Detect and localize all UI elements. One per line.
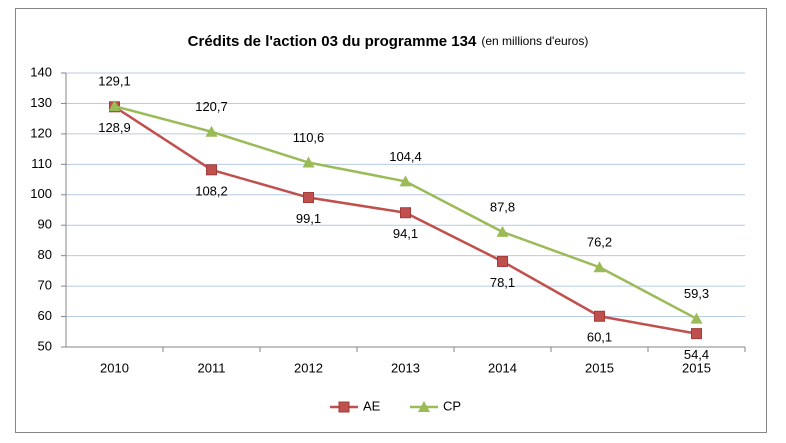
x-tick-label: 2014 [488,360,517,375]
data-label: 120,7 [195,99,228,114]
data-point [400,207,411,219]
data-point [303,192,314,204]
x-tick-label: 2015 [682,360,711,375]
data-label: 94,1 [393,226,418,241]
y-tick-label: 70 [38,278,52,293]
y-tick-label: 80 [38,247,52,262]
data-point [593,261,606,273]
data-point [690,312,703,324]
data-label: 76,2 [587,235,612,250]
x-tick-label: 2013 [391,360,420,375]
y-tick-label: 90 [38,217,52,232]
y-tick-label: 50 [38,338,52,353]
y-tick-label: 60 [38,308,52,323]
data-point [399,175,412,187]
y-tick-label: 140 [30,64,52,79]
data-label: 78,1 [490,275,515,290]
data-point [205,125,218,137]
data-label: 128,9 [98,120,131,135]
data-point [496,225,509,237]
legend-marker [418,401,430,412]
data-label: 87,8 [490,199,515,214]
data-label: 104,4 [389,149,422,164]
data-label: 129,1 [98,74,131,89]
legend-label: AE [363,398,381,413]
data-point [497,255,508,267]
data-point [206,164,217,176]
data-point [691,328,702,340]
chart-border [15,8,767,433]
chart-heading: Crédits de l'action 03 du programme 134 (… [188,33,589,50]
chart-title: Crédits de l'action 03 du programme 134 [188,33,477,50]
data-point [302,156,315,168]
data-point [108,100,121,112]
y-tick-label: 100 [30,186,52,201]
x-tick-label: 2012 [294,360,323,375]
x-tick-label: 2015 [585,360,614,375]
legend-marker [338,401,350,413]
legend-label: CP [443,398,461,413]
x-tick-label: 2011 [198,360,226,375]
data-label: 54,4 [684,347,709,362]
data-label: 60,1 [587,330,612,345]
y-tick-label: 110 [31,156,52,171]
y-tick-label: 120 [30,125,52,140]
data-label: 108,2 [195,183,228,198]
data-point [594,310,605,322]
data-label: 99,1 [296,211,321,226]
y-tick-label: 130 [30,95,52,110]
data-label: 110,6 [293,130,325,145]
data-label: 59,3 [684,286,709,301]
chart-subtitle: (en millions d'euros) [481,34,588,48]
x-tick-label: 2010 [100,360,129,375]
